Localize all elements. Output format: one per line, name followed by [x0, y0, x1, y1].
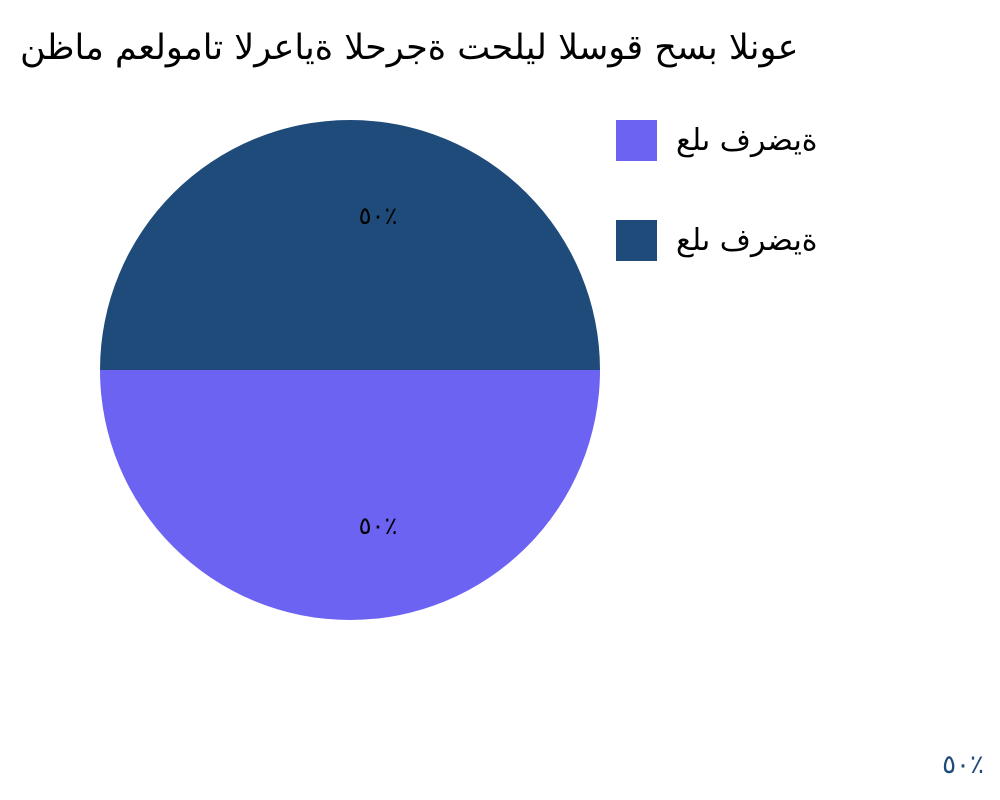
- slice-label-0: ٥٠٪: [359, 512, 398, 540]
- legend-item-1: على فرضية: [616, 220, 818, 261]
- legend-label: على فرضية: [676, 123, 818, 158]
- legend-swatch: [616, 120, 657, 161]
- legend-label: على فرضية: [676, 223, 818, 258]
- watermark: ٥٠٪: [942, 750, 984, 780]
- chart-title: نظام معلومات الرعاية الحرجة تحليل السوق …: [20, 28, 799, 68]
- pie-slice-0: [100, 370, 600, 620]
- slice-label-1: ٥٠٪: [359, 202, 398, 230]
- legend-swatch: [616, 220, 657, 261]
- pie-slice-1: [100, 120, 600, 370]
- legend-item-0: على فرضية: [616, 120, 818, 161]
